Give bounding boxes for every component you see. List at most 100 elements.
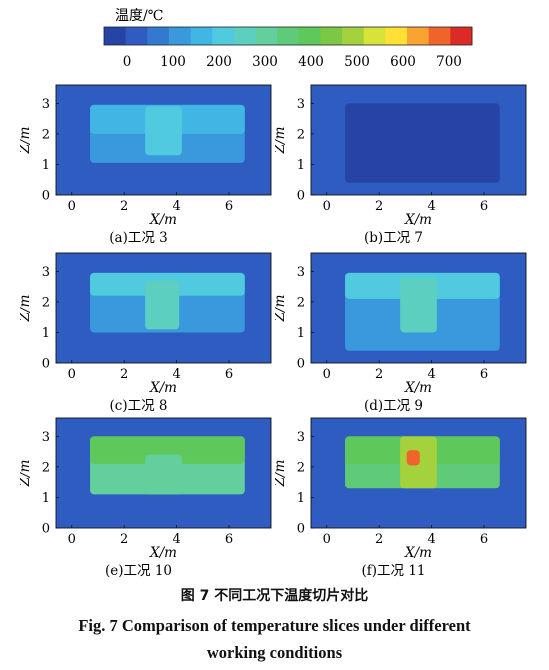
- colorbar-tick-label: 600: [390, 54, 416, 70]
- colorbar-title: 温度/℃: [115, 8, 163, 24]
- heatmap-panel-c: 0 2 4 6 0 1 2 3 X/m Z/m (c)工况 8: [20, 252, 272, 413]
- x-tick-label: 4: [427, 367, 435, 382]
- colorbar-tick-label: 200: [206, 54, 232, 70]
- y-tick-label: 1: [297, 158, 305, 173]
- colorbar-tick-label: 700: [436, 54, 462, 70]
- x-axis-label: X/m: [149, 545, 177, 561]
- y-axis-label: Z/m: [275, 295, 288, 323]
- plot-frame: [310, 84, 527, 196]
- y-axis-label: Z/m: [20, 127, 33, 155]
- x-tick-label: 4: [172, 532, 180, 547]
- x-axis-label: X/m: [404, 380, 432, 396]
- y-tick-label: 1: [42, 326, 50, 341]
- plot-frame: [310, 417, 527, 529]
- colorbar-cell: [363, 27, 386, 45]
- heatmap-region-fire-core: [406, 450, 420, 466]
- x-tick-label: 6: [225, 199, 233, 214]
- colorbar-tick-label: 400: [298, 54, 324, 70]
- colorbar-tick-label: 300: [252, 54, 278, 70]
- x-tick-label: 6: [225, 532, 233, 547]
- y-axis-label: Z/m: [20, 295, 33, 323]
- colorbar-cell: [255, 27, 278, 45]
- colorbar-cell: [298, 27, 321, 45]
- panel-caption: (d)工况 9: [364, 398, 423, 413]
- heatmap-panel-e: 0 2 4 6 0 1 2 3 X/m Z/m (e)工况 10: [20, 417, 272, 578]
- y-tick-label: 3: [297, 265, 305, 280]
- colorbar-cell: [104, 27, 127, 45]
- y-axis-label: Z/m: [20, 460, 33, 488]
- x-axis-label: X/m: [149, 380, 177, 396]
- colorbar-tick-label: 100: [160, 54, 186, 70]
- colorbar-cell: [125, 27, 148, 45]
- x-tick-label: 0: [68, 532, 76, 547]
- panel-caption: (b)工况 7: [364, 230, 423, 245]
- x-tick-label: 0: [323, 199, 331, 214]
- x-tick-label: 2: [375, 199, 383, 214]
- x-tick-label: 6: [480, 199, 488, 214]
- x-tick-label: 2: [120, 199, 128, 214]
- y-tick-label: 2: [42, 127, 50, 142]
- y-tick-label: 0: [297, 522, 305, 537]
- x-tick-label: 2: [120, 532, 128, 547]
- colorbar-cell: [277, 27, 300, 45]
- figure-caption-en-line1: Fig. 7 Comparison of temperature slices …: [78, 616, 471, 635]
- x-tick-label: 2: [120, 367, 128, 382]
- x-tick-label: 4: [172, 199, 180, 214]
- heatmap-panel-f: 0 2 4 6 0 1 2 3 X/m Z/m (f)工况 11: [275, 417, 527, 578]
- y-tick-label: 1: [297, 491, 305, 506]
- heatmap-panel-d: 0 2 4 6 0 1 2 3 X/m Z/m (d)工况 9: [275, 252, 527, 413]
- y-tick-label: 0: [297, 357, 305, 372]
- colorbar-cell: [342, 27, 365, 45]
- plot-frame: [310, 252, 527, 364]
- y-tick-label: 3: [42, 97, 50, 112]
- y-tick-label: 3: [297, 97, 305, 112]
- heatmap-region-plume: [145, 280, 180, 330]
- x-tick-label: 2: [375, 532, 383, 547]
- colorbar-cell: [147, 27, 170, 45]
- y-tick-label: 3: [42, 430, 50, 445]
- heatmap-panel-b: 0 2 4 6 0 1 2 3 X/m Z/m (b)工况 7: [275, 84, 527, 245]
- x-tick-label: 2: [375, 367, 383, 382]
- colorbar-cell: [233, 27, 256, 45]
- panel-caption: (e)工况 10: [105, 563, 172, 578]
- y-axis-label: Z/m: [275, 460, 288, 488]
- y-tick-label: 0: [42, 522, 50, 537]
- y-tick-label: 0: [42, 189, 50, 204]
- y-tick-label: 0: [42, 357, 50, 372]
- x-tick-label: 0: [323, 367, 331, 382]
- colorbar-cell: [168, 27, 191, 45]
- x-axis-label: X/m: [404, 212, 432, 228]
- figure-caption-en: Fig. 7 Comparison of temperature slices …: [0, 612, 549, 666]
- x-tick-label: 4: [172, 367, 180, 382]
- panel-caption: (f)工况 11: [362, 563, 426, 578]
- y-tick-label: 2: [42, 295, 50, 310]
- heatmap-region-plume: [145, 106, 182, 156]
- x-tick-label: 6: [480, 367, 488, 382]
- heatmap-region-plume: [400, 277, 437, 333]
- heatmap-region-upper-layer: [90, 436, 245, 464]
- y-tick-label: 3: [297, 430, 305, 445]
- x-tick-label: 4: [427, 532, 435, 547]
- colorbar-cell: [320, 27, 343, 45]
- colorbar-cell: [385, 27, 408, 45]
- colorbar-cell: [190, 27, 213, 45]
- colorbar-cell: [428, 27, 451, 45]
- x-tick-label: 0: [68, 199, 76, 214]
- y-tick-label: 2: [297, 295, 305, 310]
- x-tick-label: 6: [480, 532, 488, 547]
- y-tick-label: 1: [42, 158, 50, 173]
- y-tick-label: 2: [42, 460, 50, 475]
- colorbar-cell: [450, 27, 473, 45]
- x-axis-label: X/m: [404, 545, 432, 561]
- colorbar-frame: [103, 26, 473, 46]
- x-tick-label: 4: [427, 199, 435, 214]
- x-axis-label: X/m: [149, 212, 177, 228]
- y-axis-label: Z/m: [275, 127, 288, 155]
- y-tick-label: 3: [42, 265, 50, 280]
- y-tick-label: 0: [297, 189, 305, 204]
- figure-caption-en-line2: working conditions: [206, 643, 343, 662]
- y-tick-label: 2: [297, 127, 305, 142]
- plot-frame: [55, 252, 272, 364]
- y-tick-label: 1: [42, 491, 50, 506]
- heatmap-region-plume: [145, 454, 182, 495]
